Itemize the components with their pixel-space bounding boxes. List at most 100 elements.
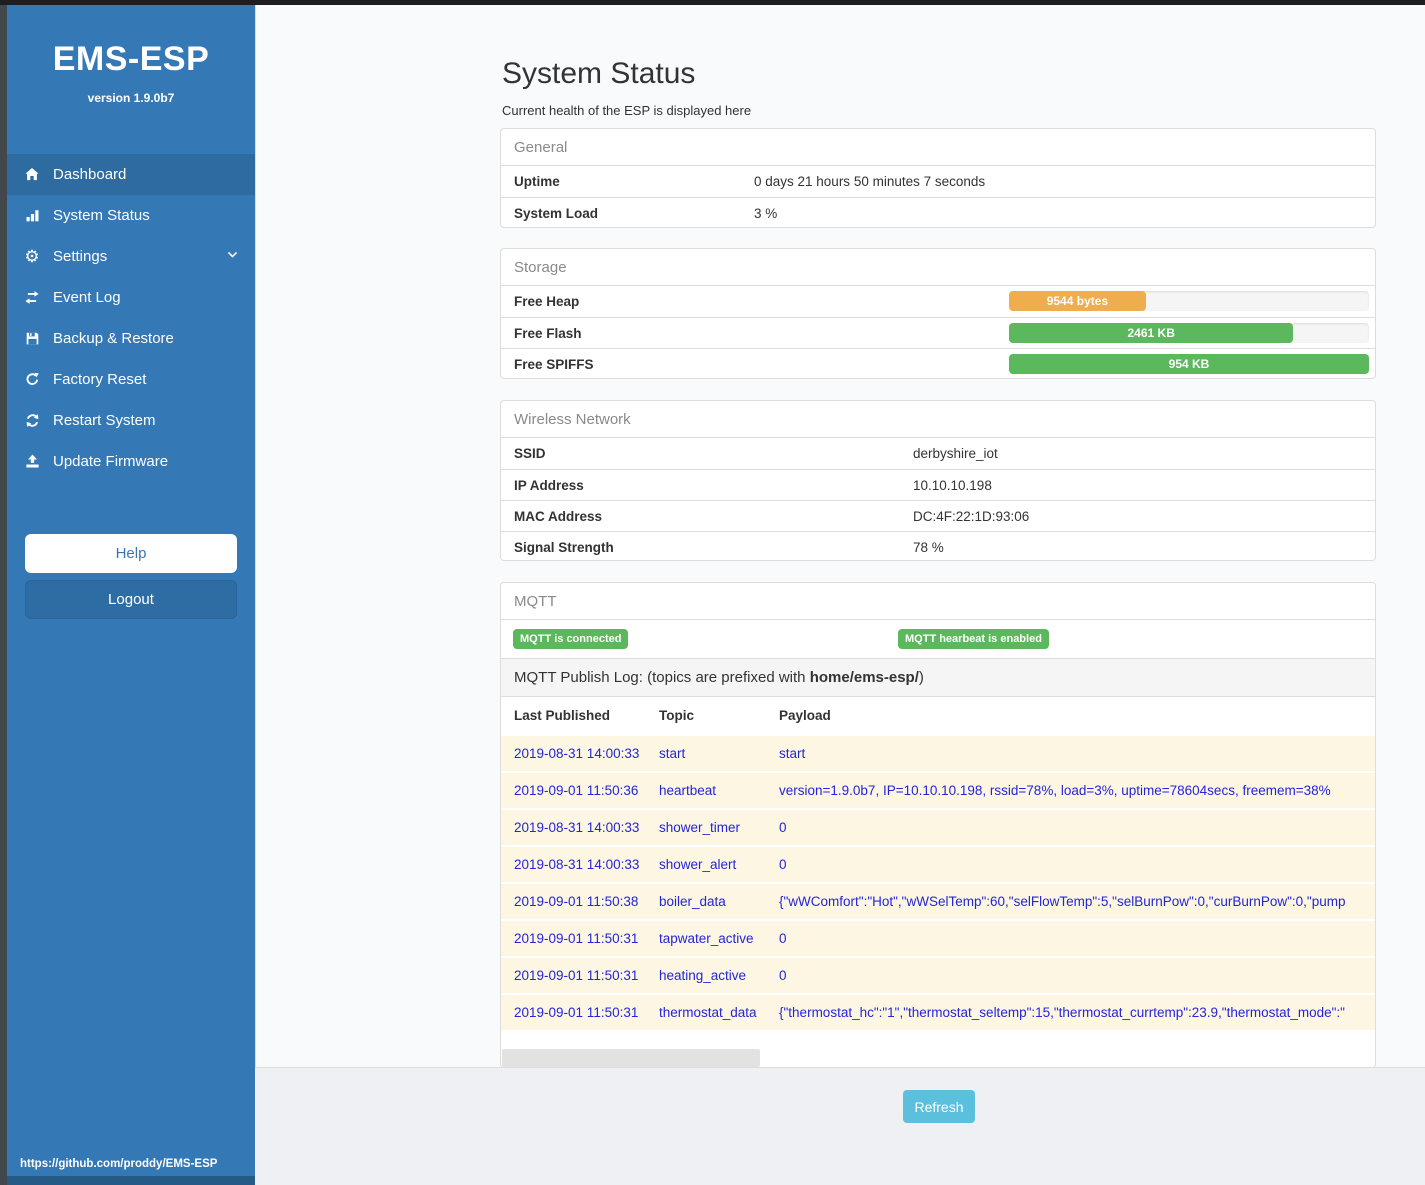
github-link[interactable]: https://github.com/proddy/EMS-ESP — [20, 1158, 218, 1170]
ssid-value: derbyshire_iot — [913, 446, 998, 461]
free-spiffs-progress-fill: 954 KB — [1009, 354, 1369, 374]
sidebar-item-label: Settings — [53, 248, 108, 265]
log-cell-payload: 0 — [779, 968, 787, 983]
home-icon — [22, 166, 42, 183]
system-load-row: System Load 3 % — [501, 197, 1375, 228]
ip-address-label: IP Address — [514, 477, 584, 493]
general-panel-header: General — [501, 129, 1375, 166]
left-edge-strip — [0, 0, 7, 1185]
log-cell-payload: {"thermostat_hc":"1","thermostat_seltemp… — [779, 1005, 1345, 1020]
mac-address-label: MAC Address — [514, 508, 603, 524]
mqtt-connected-badge: MQTT is connected — [513, 629, 629, 649]
mqtt-log-row: 2019-09-01 11:50:31 heating_active 0 — [501, 956, 1375, 993]
log-cell-topic: tapwater_active — [659, 931, 754, 946]
mqtt-log-row: 2019-09-01 11:50:38 boiler_data {"wWComf… — [501, 882, 1375, 919]
mqtt-badges-row: MQTT is connected MQTT hearbeat is enabl… — [501, 620, 1375, 658]
log-cell-date: 2019-08-31 14:00:33 — [514, 857, 640, 872]
free-flash-row: Free Flash 2461 KB — [501, 317, 1375, 348]
sidebar-item-label: Update Firmware — [53, 453, 169, 470]
ip-address-value: 10.10.10.198 — [913, 477, 992, 493]
mqtt-heartbeat-badge: MQTT hearbeat is enabled — [898, 629, 1049, 649]
free-flash-value: 2461 KB — [1127, 326, 1175, 340]
sidebar: EMS-ESP version 1.9.0b7 Dashboard System… — [7, 0, 255, 1185]
storage-panel-header: Storage — [501, 249, 1375, 286]
free-flash-label: Free Flash — [514, 325, 582, 341]
log-cell-date: 2019-08-31 14:00:33 — [514, 820, 640, 835]
log-cell-payload: 0 — [779, 857, 787, 872]
sidebar-item-label: Event Log — [53, 289, 121, 306]
app-title: EMS-ESP — [52, 40, 210, 78]
mqtt-panel-header: MQTT — [501, 583, 1375, 620]
publish-log-prefix: MQTT Publish Log: (topics are prefixed w… — [514, 669, 810, 686]
sidebar-item-update-firmware[interactable]: Update Firmware — [7, 441, 255, 482]
horizontal-scrollbar-track[interactable] — [502, 1049, 1374, 1067]
log-cell-payload: start — [779, 746, 806, 761]
log-cell-topic: heating_active — [659, 968, 747, 983]
chevron-down-icon — [226, 248, 239, 265]
sidebar-item-system-status[interactable]: System Status — [7, 195, 255, 236]
mac-address-value: DC:4F:22:1D:93:06 — [913, 508, 1030, 524]
publish-log-topic-prefix: home/ems-esp/ — [809, 669, 919, 686]
save-icon — [22, 330, 42, 347]
log-cell-payload: {"wWComfort":"Hot","wWSelTemp":60,"selFl… — [779, 894, 1346, 909]
free-spiffs-row: Free SPIFFS 954 KB — [501, 348, 1375, 379]
sidebar-item-restart-system[interactable]: Restart System — [7, 400, 255, 441]
sidebar-item-label: Factory Reset — [53, 371, 147, 388]
sidebar-item-label: Dashboard — [53, 166, 127, 183]
gear-icon: ⚙ — [24, 247, 40, 266]
free-heap-progressbar: 9544 bytes — [1009, 291, 1369, 311]
mac-address-row: MAC Address DC:4F:22:1D:93:06 — [501, 500, 1375, 531]
signal-strength-row: Signal Strength 78 % — [501, 531, 1375, 562]
free-heap-label: Free Heap — [514, 294, 580, 309]
mqtt-log-row: 2019-09-01 11:50:31 thermostat_data {"th… — [501, 993, 1375, 1030]
system-load-label: System Load — [514, 205, 599, 221]
log-cell-date: 2019-09-01 11:50:31 — [514, 968, 639, 983]
free-spiffs-progressbar: 954 KB — [1009, 354, 1369, 374]
uptime-row: Uptime 0 days 21 hours 50 minutes 7 seco… — [501, 166, 1375, 197]
sidebar-item-event-log[interactable]: Event Log — [7, 277, 255, 318]
mqtt-panel: MQTT MQTT is connected MQTT hearbeat is … — [500, 582, 1376, 1068]
log-cell-payload: 0 — [779, 820, 787, 835]
log-cell-topic: shower_alert — [659, 857, 737, 872]
logout-button[interactable]: Logout — [25, 580, 237, 619]
log-cell-payload: version=1.9.0b7, IP=10.10.10.198, rssid=… — [779, 783, 1331, 798]
repeat-icon — [22, 371, 42, 388]
col-header-topic: Topic — [659, 708, 694, 723]
system-load-value: 3 % — [754, 205, 778, 221]
log-cell-date: 2019-09-01 11:50:36 — [514, 783, 639, 798]
mqtt-log-row: 2019-09-01 11:50:31 tapwater_active 0 — [501, 919, 1375, 956]
upload-icon — [22, 453, 42, 470]
signal-strength-label: Signal Strength — [514, 539, 614, 555]
uptime-value: 0 days 21 hours 50 minutes 7 seconds — [754, 174, 986, 189]
mqtt-log-row: 2019-08-31 14:00:33 shower_alert 0 — [501, 845, 1375, 882]
log-cell-topic: shower_timer — [659, 820, 741, 835]
log-cell-topic: heartbeat — [659, 783, 717, 798]
signal-strength-value: 78 % — [913, 539, 944, 555]
free-heap-row: Free Heap 9544 bytes — [501, 286, 1375, 317]
log-cell-topic: boiler_data — [659, 894, 726, 909]
general-panel: General Uptime 0 days 21 hours 50 minute… — [500, 128, 1376, 228]
mqtt-log-row: 2019-09-01 11:50:36 heartbeat version=1.… — [501, 771, 1375, 808]
mqtt-log-row: 2019-08-31 14:00:33 start start — [501, 734, 1375, 771]
free-flash-progressbar: 2461 KB — [1009, 323, 1369, 343]
help-button[interactable]: Help — [25, 534, 237, 573]
log-cell-date: 2019-09-01 11:50:38 — [514, 894, 639, 909]
sidebar-item-settings[interactable]: ⚙ Settings — [7, 236, 255, 277]
col-header-payload: Payload — [779, 708, 831, 723]
log-cell-topic: start — [659, 746, 686, 761]
refresh-button[interactable]: Refresh — [903, 1090, 975, 1123]
free-heap-progress-fill: 9544 bytes — [1009, 291, 1146, 311]
sidebar-item-factory-reset[interactable]: Factory Reset — [7, 359, 255, 400]
horizontal-scrollbar-thumb[interactable] — [502, 1049, 760, 1067]
log-cell-date: 2019-09-01 11:50:31 — [514, 931, 639, 946]
page-head: System Status Current health of the ESP … — [502, 57, 751, 118]
free-heap-value: 9544 bytes — [1046, 294, 1109, 308]
free-spiffs-value: 954 KB — [1168, 357, 1210, 371]
sidebar-item-backup-restore[interactable]: Backup & Restore — [7, 318, 255, 359]
sidebar-item-dashboard[interactable]: Dashboard — [7, 154, 255, 195]
page-title: System Status — [502, 57, 696, 90]
footer-area — [255, 1067, 1425, 1185]
publish-log-suffix: ) — [918, 669, 924, 686]
wireless-panel-header: Wireless Network — [501, 401, 1375, 438]
page-subtitle: Current health of the ESP is displayed h… — [502, 103, 752, 118]
